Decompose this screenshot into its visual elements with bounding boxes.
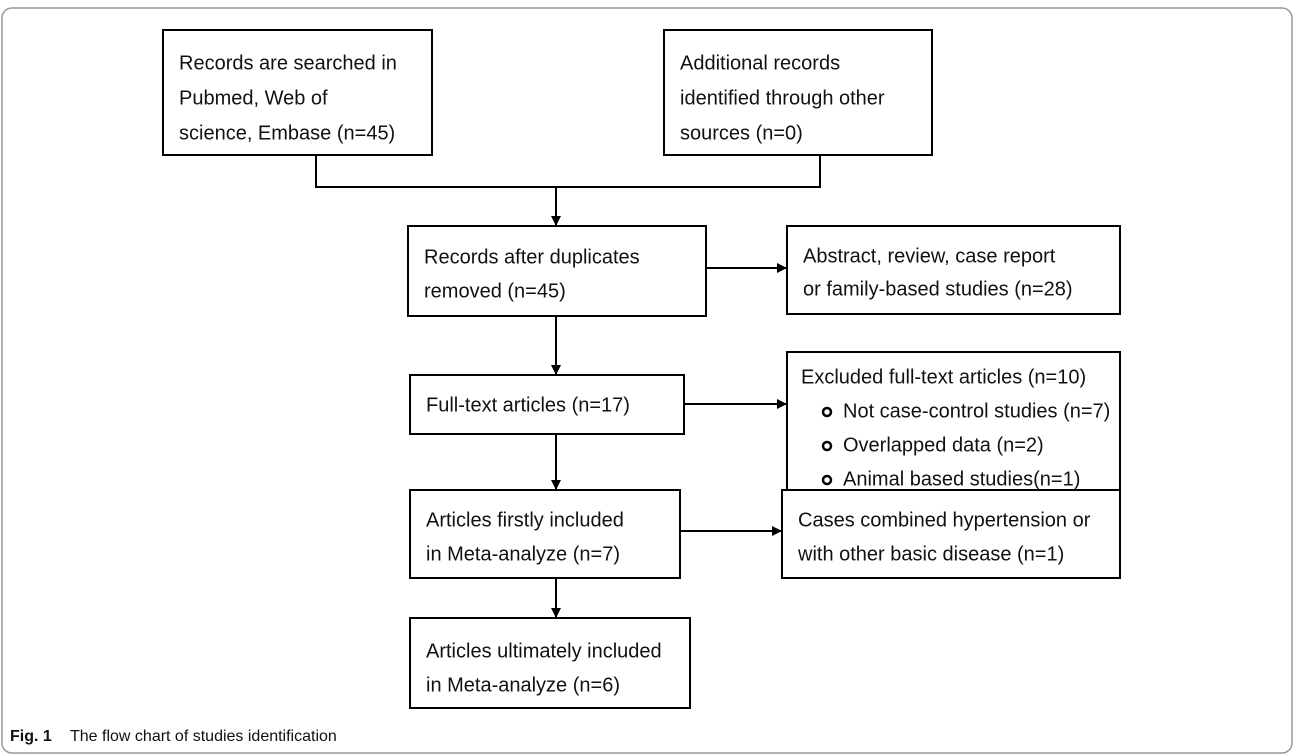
node-text: sources (n=0) <box>680 122 803 144</box>
merge-line <box>315 155 821 188</box>
node-box <box>407 225 707 317</box>
connectors <box>315 155 821 618</box>
bullet <box>821 474 833 486</box>
node-text: Records after duplicates <box>424 246 640 268</box>
node-text: or family-based studies (n=28) <box>803 278 1073 300</box>
caption-label: Fig. 1 <box>10 728 52 745</box>
node-box <box>409 617 691 709</box>
node-text: removed (n=45) <box>424 280 566 302</box>
node-box <box>781 489 1121 579</box>
node-box <box>786 225 1121 315</box>
node-box <box>663 29 933 156</box>
bullet <box>821 440 833 452</box>
node-box <box>409 489 681 579</box>
bullet <box>821 406 833 418</box>
node-item: Overlapped data (n=2) <box>843 434 1044 456</box>
node-title: Excluded full-text articles (n=10) <box>801 366 1086 388</box>
caption-text: The flow chart of studies identification <box>70 728 337 745</box>
node-box <box>786 351 1121 501</box>
node-text: science, Embase (n=45) <box>179 122 395 144</box>
node-box <box>409 374 685 435</box>
node-text: Full-text articles (n=17) <box>426 394 630 416</box>
node-text: Records are searched in <box>179 52 397 74</box>
node-item: Animal based studies(n=1) <box>843 468 1080 490</box>
node-text: Cases combined hypertension or <box>798 509 1091 531</box>
node-text: in Meta-analyze (n=6) <box>426 674 620 696</box>
node-text: Additional records <box>680 52 840 74</box>
node-text: Articles ultimately included <box>426 640 662 662</box>
frame <box>1 7 1293 754</box>
node-text: in Meta-analyze (n=7) <box>426 543 620 565</box>
node-text: Abstract, review, case report <box>803 245 1056 267</box>
node-text: Articles firstly included <box>426 509 624 531</box>
node-text: Pubmed, Web of <box>179 87 328 109</box>
node-item: Not case-control studies (n=7) <box>843 400 1110 422</box>
node-text: identified through other <box>680 87 885 109</box>
node-text: with other basic disease (n=1) <box>797 543 1064 565</box>
node-box <box>162 29 433 156</box>
